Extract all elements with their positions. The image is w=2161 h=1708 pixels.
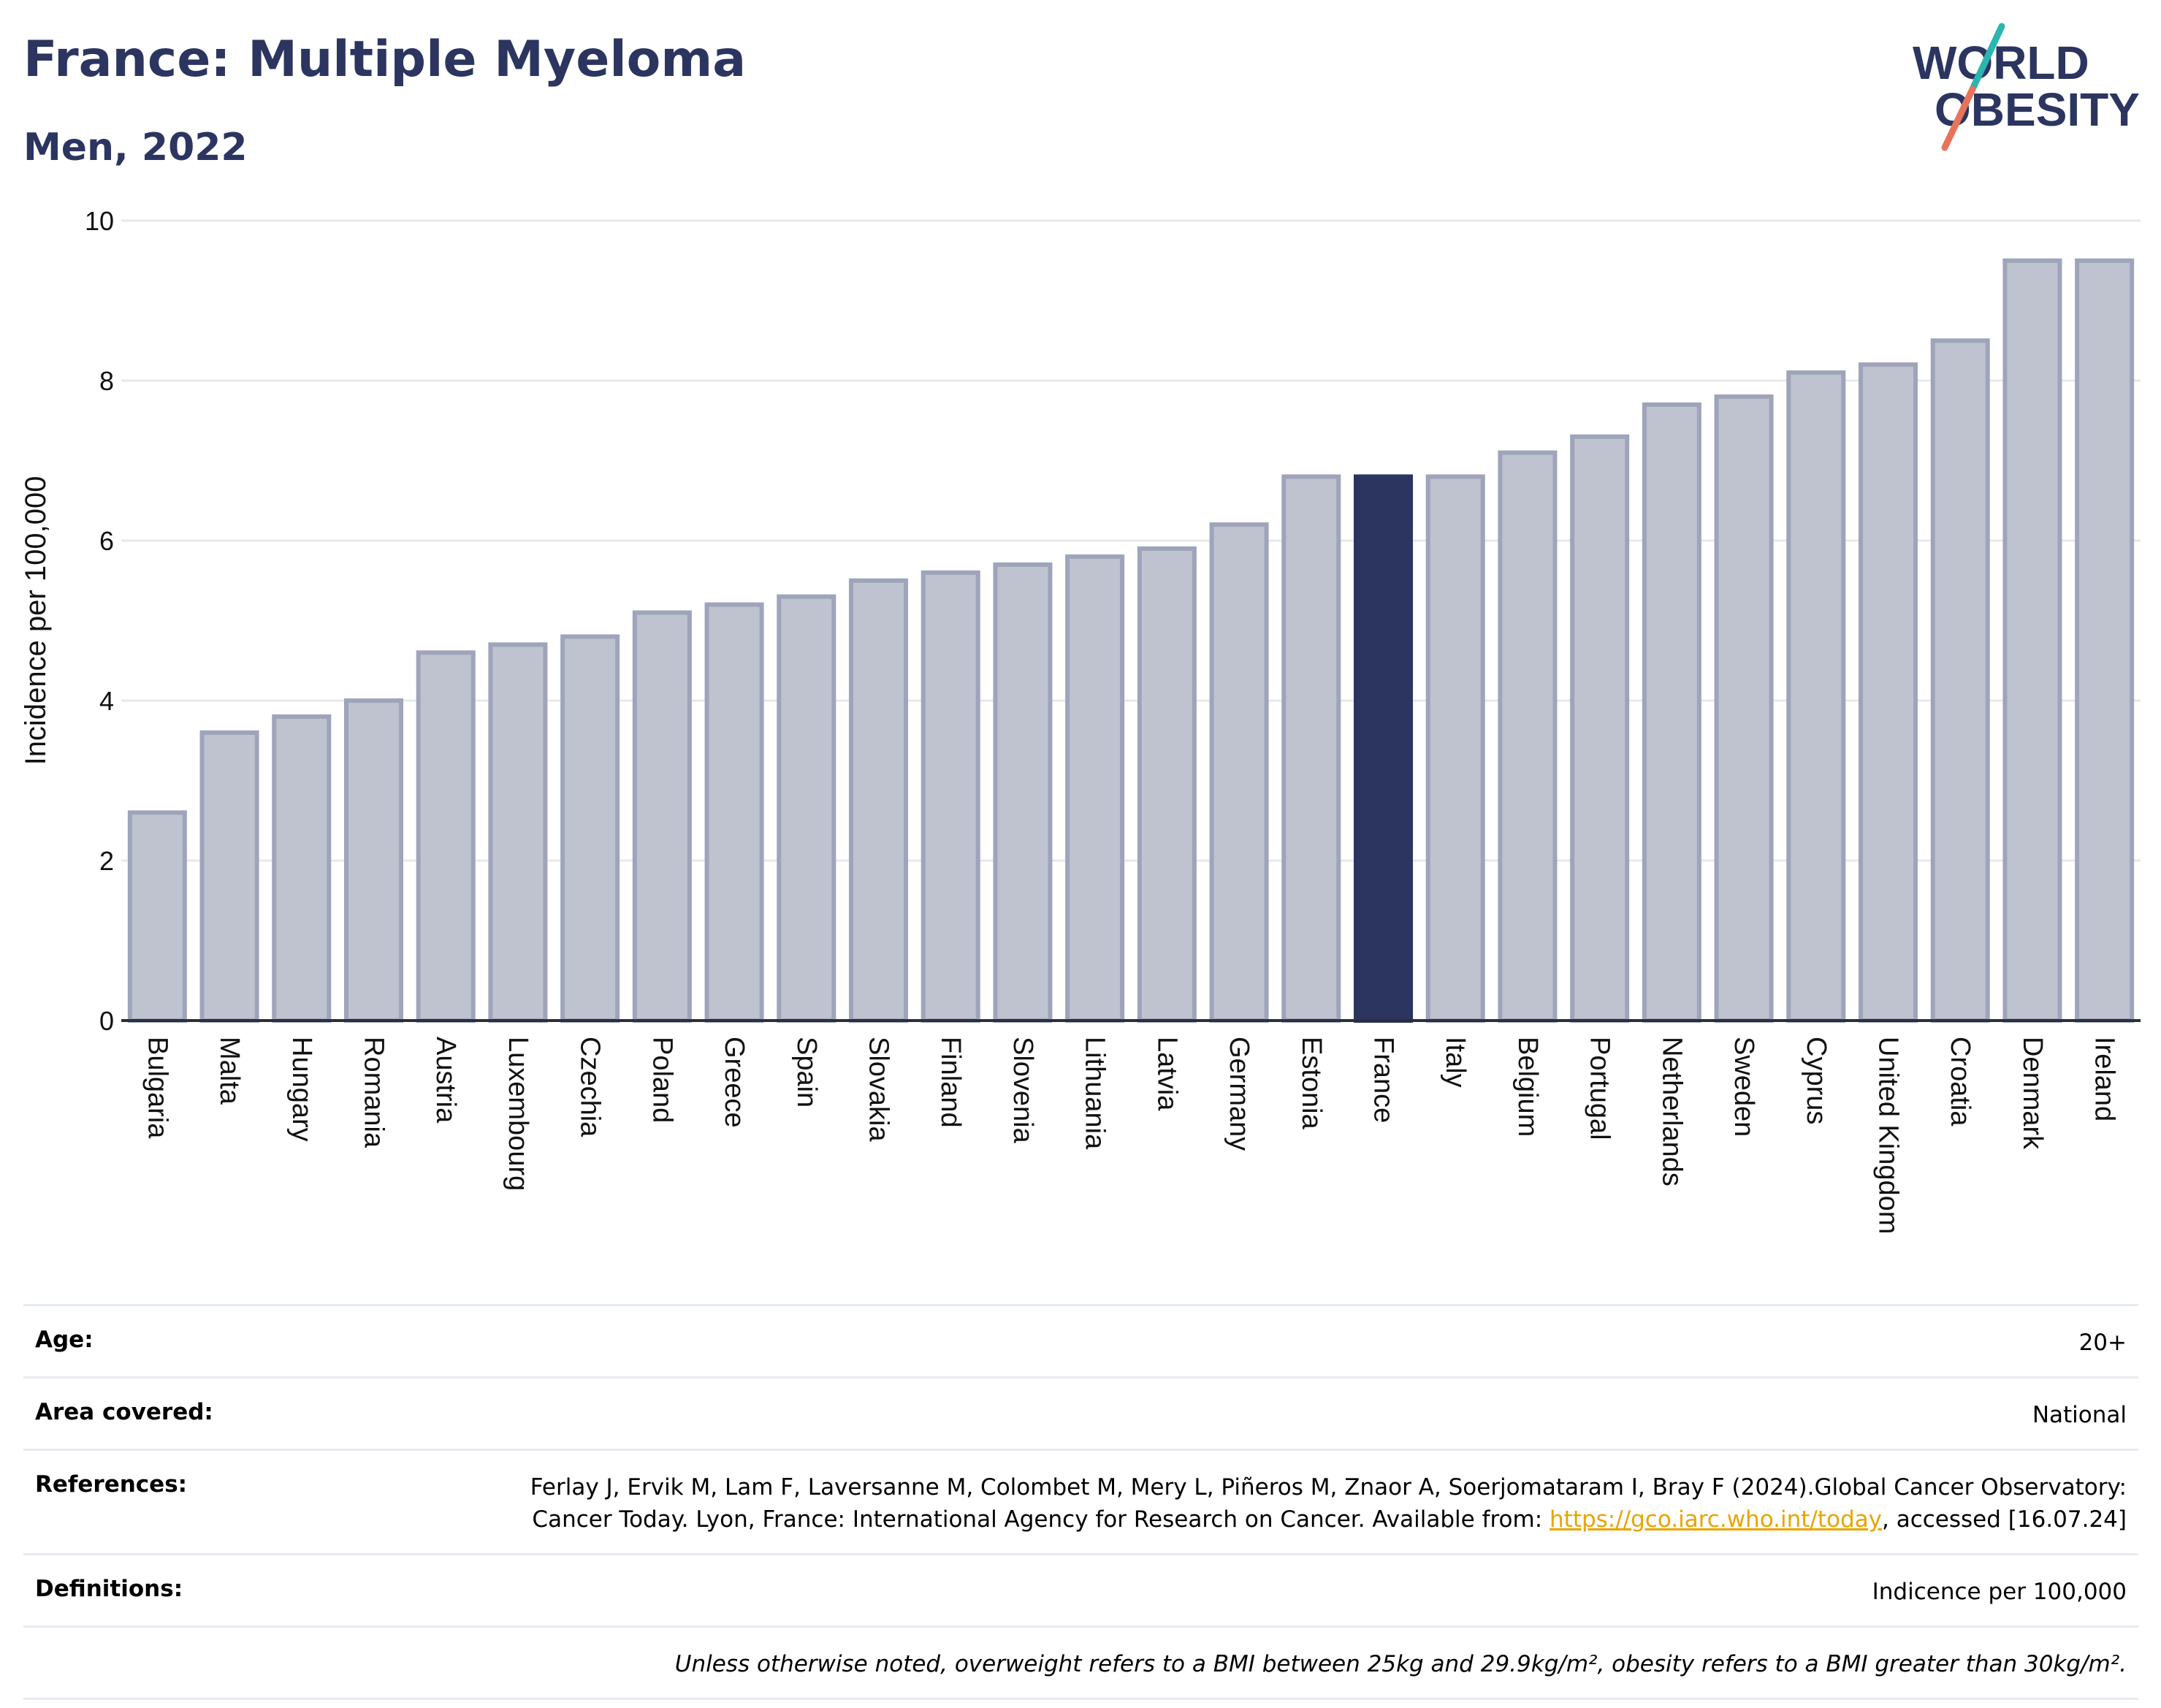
info-row-definitions: Definitions: Indicence per 100,000: [23, 1553, 2138, 1625]
x-tick-label: Greece: [719, 1037, 750, 1128]
bar: [2002, 258, 2062, 1023]
age-label: Age:: [35, 1327, 94, 1353]
x-tick-label: Austria: [430, 1037, 461, 1124]
footnote-text: Unless otherwise noted, overweight refer…: [674, 1651, 2127, 1677]
x-tick-label: France: [1368, 1037, 1399, 1123]
x-tick-label: Italy: [1440, 1037, 1471, 1088]
y-tick-label: 6: [99, 526, 114, 556]
x-tick-label: Czechia: [575, 1037, 606, 1137]
x-tick-label: Sweden: [1729, 1037, 1759, 1137]
bar: [993, 562, 1053, 1023]
y-tick-label: 8: [99, 366, 114, 396]
area-label: Area covered:: [35, 1399, 213, 1425]
x-tick-label: Croatia: [1945, 1037, 1975, 1126]
bar: [272, 714, 332, 1023]
x-tick-label: Finland: [935, 1037, 966, 1128]
bar: [416, 650, 476, 1023]
bar: [1065, 554, 1125, 1023]
bar: [127, 810, 187, 1023]
info-row-references: References: Ferlay J, Ervik M, Lam F, La…: [23, 1449, 2138, 1553]
bar: [1714, 394, 1774, 1023]
x-tick-label: Luxembourg: [503, 1037, 533, 1191]
age-value: 20+: [2078, 1330, 2127, 1356]
bar: [1930, 338, 1990, 1023]
logo-slash-teal: [1969, 23, 2005, 93]
page-subtitle: Men, 2022: [23, 126, 248, 169]
y-tick-label: 2: [99, 846, 114, 876]
bar: [343, 698, 404, 1023]
y-tick-label: 4: [99, 686, 114, 716]
bar: [1137, 546, 1197, 1023]
world-obesity-logo: WORLD OBESITY: [1913, 23, 2140, 151]
bar-highlighted: [1353, 474, 1414, 1023]
logo-text-world: WORLD: [1913, 37, 2089, 89]
bar: [848, 578, 909, 1023]
references-link[interactable]: https://gco.iarc.who.int/today: [1550, 1506, 1882, 1533]
x-tick-label: Romania: [359, 1037, 389, 1148]
x-tick-label: Estonia: [1296, 1037, 1327, 1130]
y-tick-label: 10: [85, 206, 114, 236]
bar-chart: 0 2 4 6 8 10 Incidence per 100,000 Bulgaria Malt…: [20, 206, 2141, 1234]
bar: [1425, 474, 1485, 1023]
bar: [777, 594, 836, 1023]
references-label: References:: [35, 1471, 188, 1498]
bar: [632, 610, 692, 1023]
bar: [1786, 370, 1846, 1023]
x-tick-label: Poland: [647, 1037, 677, 1123]
bar: [199, 730, 259, 1023]
info-table: Age: 20+ Area covered: National Referenc…: [23, 1304, 2138, 1700]
bar: [1498, 450, 1558, 1023]
y-tick-label: 0: [99, 1006, 114, 1036]
bar: [1858, 362, 1918, 1023]
x-tick-label: Germany: [1224, 1037, 1254, 1151]
info-row-footnote: Unless otherwise noted, overweight refer…: [23, 1625, 2138, 1700]
x-tick-label: Slovakia: [864, 1037, 894, 1142]
x-tick-label: Spain: [791, 1037, 822, 1107]
references-suffix: , accessed [16.07.24]: [1881, 1506, 2127, 1533]
references-value: Ferlay J, Ervik M, Lam F, Laversanne M, …: [446, 1471, 2127, 1536]
bar: [921, 570, 980, 1023]
y-axis-label: Incidence per 100,000: [20, 476, 52, 766]
bar: [1570, 434, 1630, 1023]
x-tick-label: Slovenia: [1007, 1037, 1038, 1144]
bar: [1642, 402, 1701, 1023]
bar: [2075, 258, 2135, 1023]
x-tick-label: Bulgaria: [142, 1037, 172, 1139]
bar: [1281, 474, 1341, 1023]
x-tick-label: Belgium: [1512, 1037, 1543, 1137]
x-tick-label: Netherlands: [1656, 1037, 1687, 1186]
x-tick-label: United Kingdom: [1873, 1037, 1904, 1234]
info-row-age: Age: 20+: [23, 1304, 2138, 1376]
references-text: Ferlay J, Ervik M, Lam F, Laversanne M, …: [530, 1474, 2127, 1533]
definitions-label: Definitions:: [35, 1576, 183, 1602]
x-tick-label: Malta: [214, 1037, 245, 1105]
definitions-value: Indicence per 100,000: [1872, 1579, 2127, 1605]
info-row-area: Area covered: National: [23, 1376, 2138, 1449]
bar: [488, 642, 548, 1023]
x-tick-label: Portugal: [1585, 1037, 1615, 1140]
x-tick-label: Latvia: [1151, 1037, 1182, 1111]
x-tick-label: Ireland: [2089, 1037, 2120, 1121]
area-value: National: [2032, 1402, 2127, 1428]
x-tick-label: Hungary: [286, 1037, 317, 1142]
bar: [704, 602, 764, 1023]
page-title: France: Multiple Myeloma: [23, 31, 747, 88]
bar: [1209, 522, 1269, 1023]
logo-slash-coral: [1941, 85, 1976, 151]
bar: [560, 634, 620, 1023]
x-tick-label: Cyprus: [1801, 1037, 1832, 1124]
x-tick-label: Lithuania: [1080, 1037, 1110, 1150]
x-tick-label: Denmark: [2017, 1037, 2048, 1150]
